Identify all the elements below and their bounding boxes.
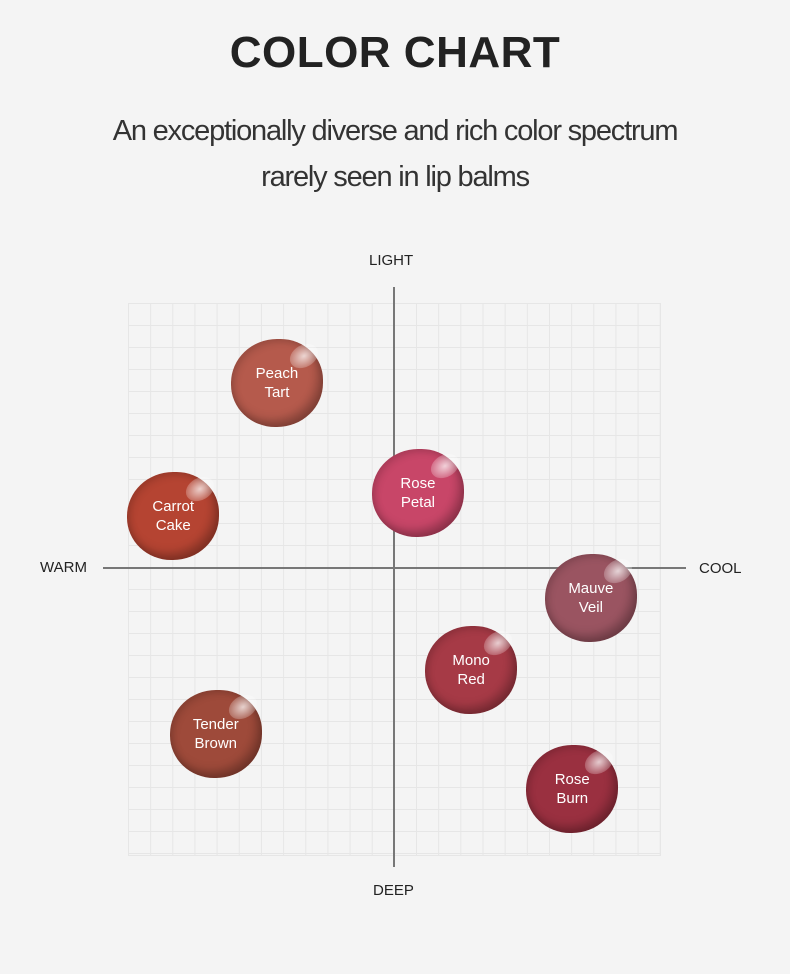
color-swatch: Carrot Cake — [127, 471, 220, 560]
swatch-label: Petal — [400, 494, 436, 512]
swatch-label: Rose — [554, 770, 590, 788]
swatch-label: Red — [457, 671, 485, 689]
subtitle: An exceptionally diverse and rich color … — [0, 108, 790, 200]
color-swatch: Rose Burn — [526, 744, 619, 833]
swatch-label: Burn — [556, 789, 589, 807]
subtitle-line-1: An exceptionally diverse and rich color … — [112, 115, 679, 147]
subtitle-line-2: rarely seen in lip balms — [261, 161, 530, 193]
page-title: COLOR CHART — [229, 28, 561, 77]
swatch-label: Cake — [155, 516, 191, 534]
swatch-label: Peach — [255, 365, 299, 383]
axis-label-light: LIGHT — [369, 252, 414, 269]
swatch-label: Tart — [264, 384, 290, 402]
swatch-label: Tender — [192, 715, 239, 733]
swatch-label: Mauve — [568, 580, 614, 598]
swatch-label: Carrot — [152, 497, 195, 515]
color-swatch: Mono Red — [425, 626, 518, 715]
swatch-label: Rose — [400, 475, 436, 493]
axis-label-deep: DEEP — [373, 882, 414, 899]
color-swatch: Tender Brown — [169, 689, 262, 778]
color-swatch: Peach Tart — [230, 339, 323, 428]
axis-label-warm: WARM — [40, 559, 87, 576]
y-axis-line — [393, 287, 395, 867]
color-swatch: Rose Petal — [371, 449, 464, 538]
color-swatch: Mauve Veil — [544, 554, 637, 643]
swatch-label: Brown — [194, 734, 238, 752]
axis-label-cool: COOL — [699, 560, 742, 577]
swatch-label: Mono — [452, 652, 490, 670]
swatch-label: Veil — [578, 599, 603, 617]
